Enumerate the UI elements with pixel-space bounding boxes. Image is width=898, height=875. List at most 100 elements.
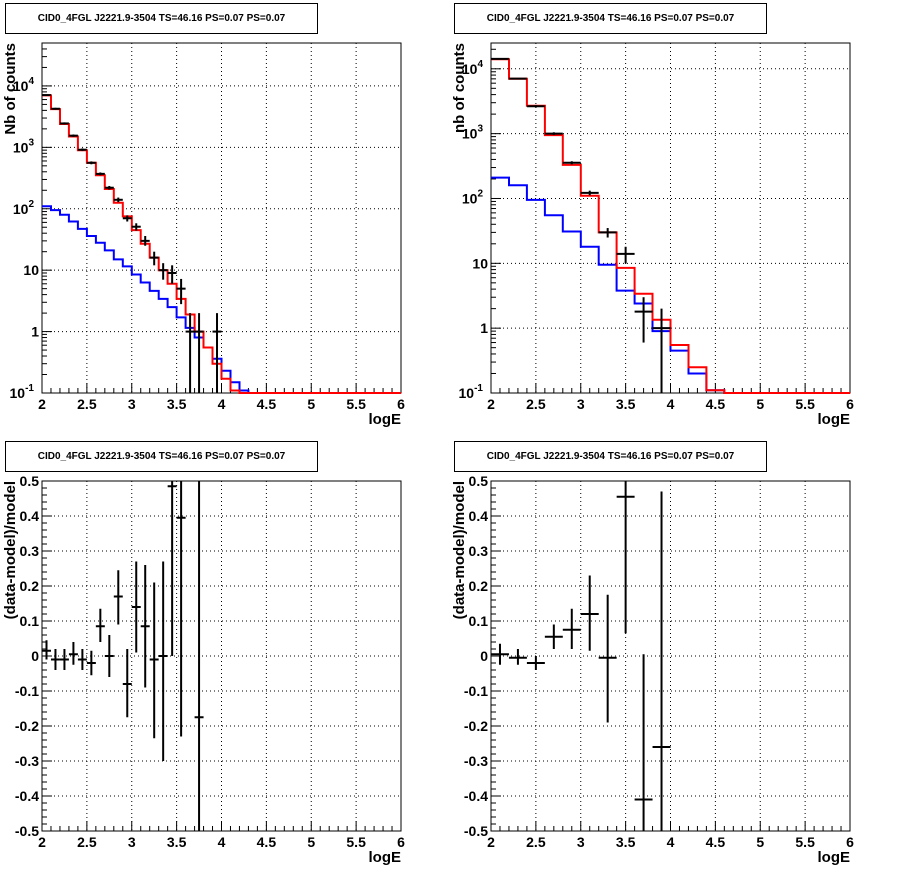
x-tick-label: 3.5 (167, 834, 187, 850)
y-tick-label: 0.1 (469, 613, 489, 629)
y-tick-label: 0.4 (469, 508, 489, 524)
y-tick-label: 0.5 (469, 473, 489, 489)
data-point (140, 236, 150, 246)
y-tick-label: 10-1 (459, 383, 484, 401)
residual-point (580, 575, 599, 651)
residual-point (42, 640, 51, 660)
x-tick-label: 2 (487, 396, 495, 412)
x-tick-label: 2.5 (526, 396, 546, 412)
data-point (616, 246, 635, 264)
data-point (59, 122, 69, 125)
y-tick-label: 104 (13, 76, 35, 94)
residual-point (652, 491, 671, 831)
data-point (598, 228, 617, 238)
data-point (562, 161, 581, 165)
y-tick-label: -0.3 (15, 753, 39, 769)
x-tick-label: 3 (128, 834, 136, 850)
residual-point (616, 481, 635, 634)
x-ticks (490, 383, 851, 393)
x-tick-label: 6 (846, 396, 854, 412)
y-tick-label: -0.4 (15, 788, 39, 804)
residual-point (104, 635, 114, 677)
y-axis-label: nb of counts (451, 43, 468, 133)
data-points (491, 57, 671, 393)
x-tick-label: 5.5 (795, 396, 815, 412)
x-tick-label: 6 (397, 834, 405, 850)
y-tick-label: 0.2 (20, 578, 40, 594)
y-tick-label: 0 (480, 648, 488, 664)
y-tick-label: -0.2 (15, 718, 39, 734)
x-tick-label: 2.5 (77, 834, 97, 850)
residual-point (562, 608, 581, 649)
x-axis-label: logE (369, 849, 402, 866)
y-axis-label: (data-model)/model (451, 481, 468, 619)
data-points (42, 94, 222, 393)
y-ticks (491, 480, 501, 832)
data-point (104, 185, 114, 190)
data-point (176, 278, 186, 305)
x-tick-label: 5.5 (795, 834, 815, 850)
residual-point (122, 649, 132, 718)
x-tick-label: 2 (38, 396, 46, 412)
data-point (508, 77, 527, 80)
residual-point (50, 649, 60, 670)
data-point (86, 161, 96, 165)
panel-4-title: CID0_4FGL J2221.9-3504 TS=46.16 PS=0.07 … (454, 441, 767, 472)
grid (42, 43, 401, 393)
residual-points (42, 481, 204, 831)
x-tick-label: 4.5 (706, 834, 726, 850)
x-ticks (41, 383, 402, 393)
y-tick-label: 10 (472, 255, 488, 271)
y-tick-label: 1 (31, 324, 39, 340)
residual-point (68, 642, 78, 665)
y-tick-label: 10 (23, 262, 39, 278)
y-tick-label: 10-1 (10, 383, 35, 401)
x-tick-label: 3 (128, 396, 136, 412)
x-tick-label: 4.5 (706, 396, 726, 412)
residual-point (598, 594, 617, 723)
y-tick-label: 0.3 (20, 543, 40, 559)
x-tick-label: 4 (218, 396, 226, 412)
y-tick-label: 0.5 (20, 473, 40, 489)
x-tick-label: 6 (846, 834, 854, 850)
y-tick-label: 0.3 (469, 543, 489, 559)
x-tick-label: 5.5 (346, 834, 366, 850)
residual-point (167, 481, 177, 656)
x-ticks (41, 821, 402, 831)
x-tick-label: 3 (577, 396, 585, 412)
x-ticks (490, 821, 851, 831)
grid (491, 481, 850, 831)
y-axis-label: Nb of counts (2, 43, 19, 135)
x-tick-label: 3.5 (167, 396, 187, 412)
panel-1-title: CID0_4FGL J2221.9-3504 TS=46.16 PS=0.07 … (5, 3, 318, 34)
y-tick-label: 0.1 (20, 613, 40, 629)
y-tick-label: -0.4 (464, 788, 488, 804)
residual-point (176, 481, 186, 737)
residual-point (544, 624, 563, 649)
y-tick-label: 103 (13, 137, 35, 155)
y-tick-label: 103 (462, 124, 484, 142)
data-point (194, 313, 204, 393)
y-tick-label: -0.1 (15, 683, 39, 699)
x-tick-label: 2.5 (526, 834, 546, 850)
y-tick-label: 102 (462, 188, 484, 206)
data-point (634, 297, 653, 343)
residual-point (526, 656, 545, 670)
data-point (131, 223, 141, 231)
data-point (212, 313, 222, 393)
y-tick-label: -0.5 (15, 823, 39, 839)
data-point (491, 57, 509, 60)
x-axis-label: logE (818, 411, 851, 428)
grid (42, 481, 401, 831)
y-tick-label: -0.1 (464, 683, 488, 699)
data-point (544, 132, 563, 136)
x-tick-label: 4.5 (257, 834, 277, 850)
data-point (122, 215, 132, 222)
y-tick-label: 0.2 (469, 578, 489, 594)
residual-point (113, 570, 123, 625)
data-point (95, 172, 105, 176)
y-tick-label: -0.3 (464, 753, 488, 769)
